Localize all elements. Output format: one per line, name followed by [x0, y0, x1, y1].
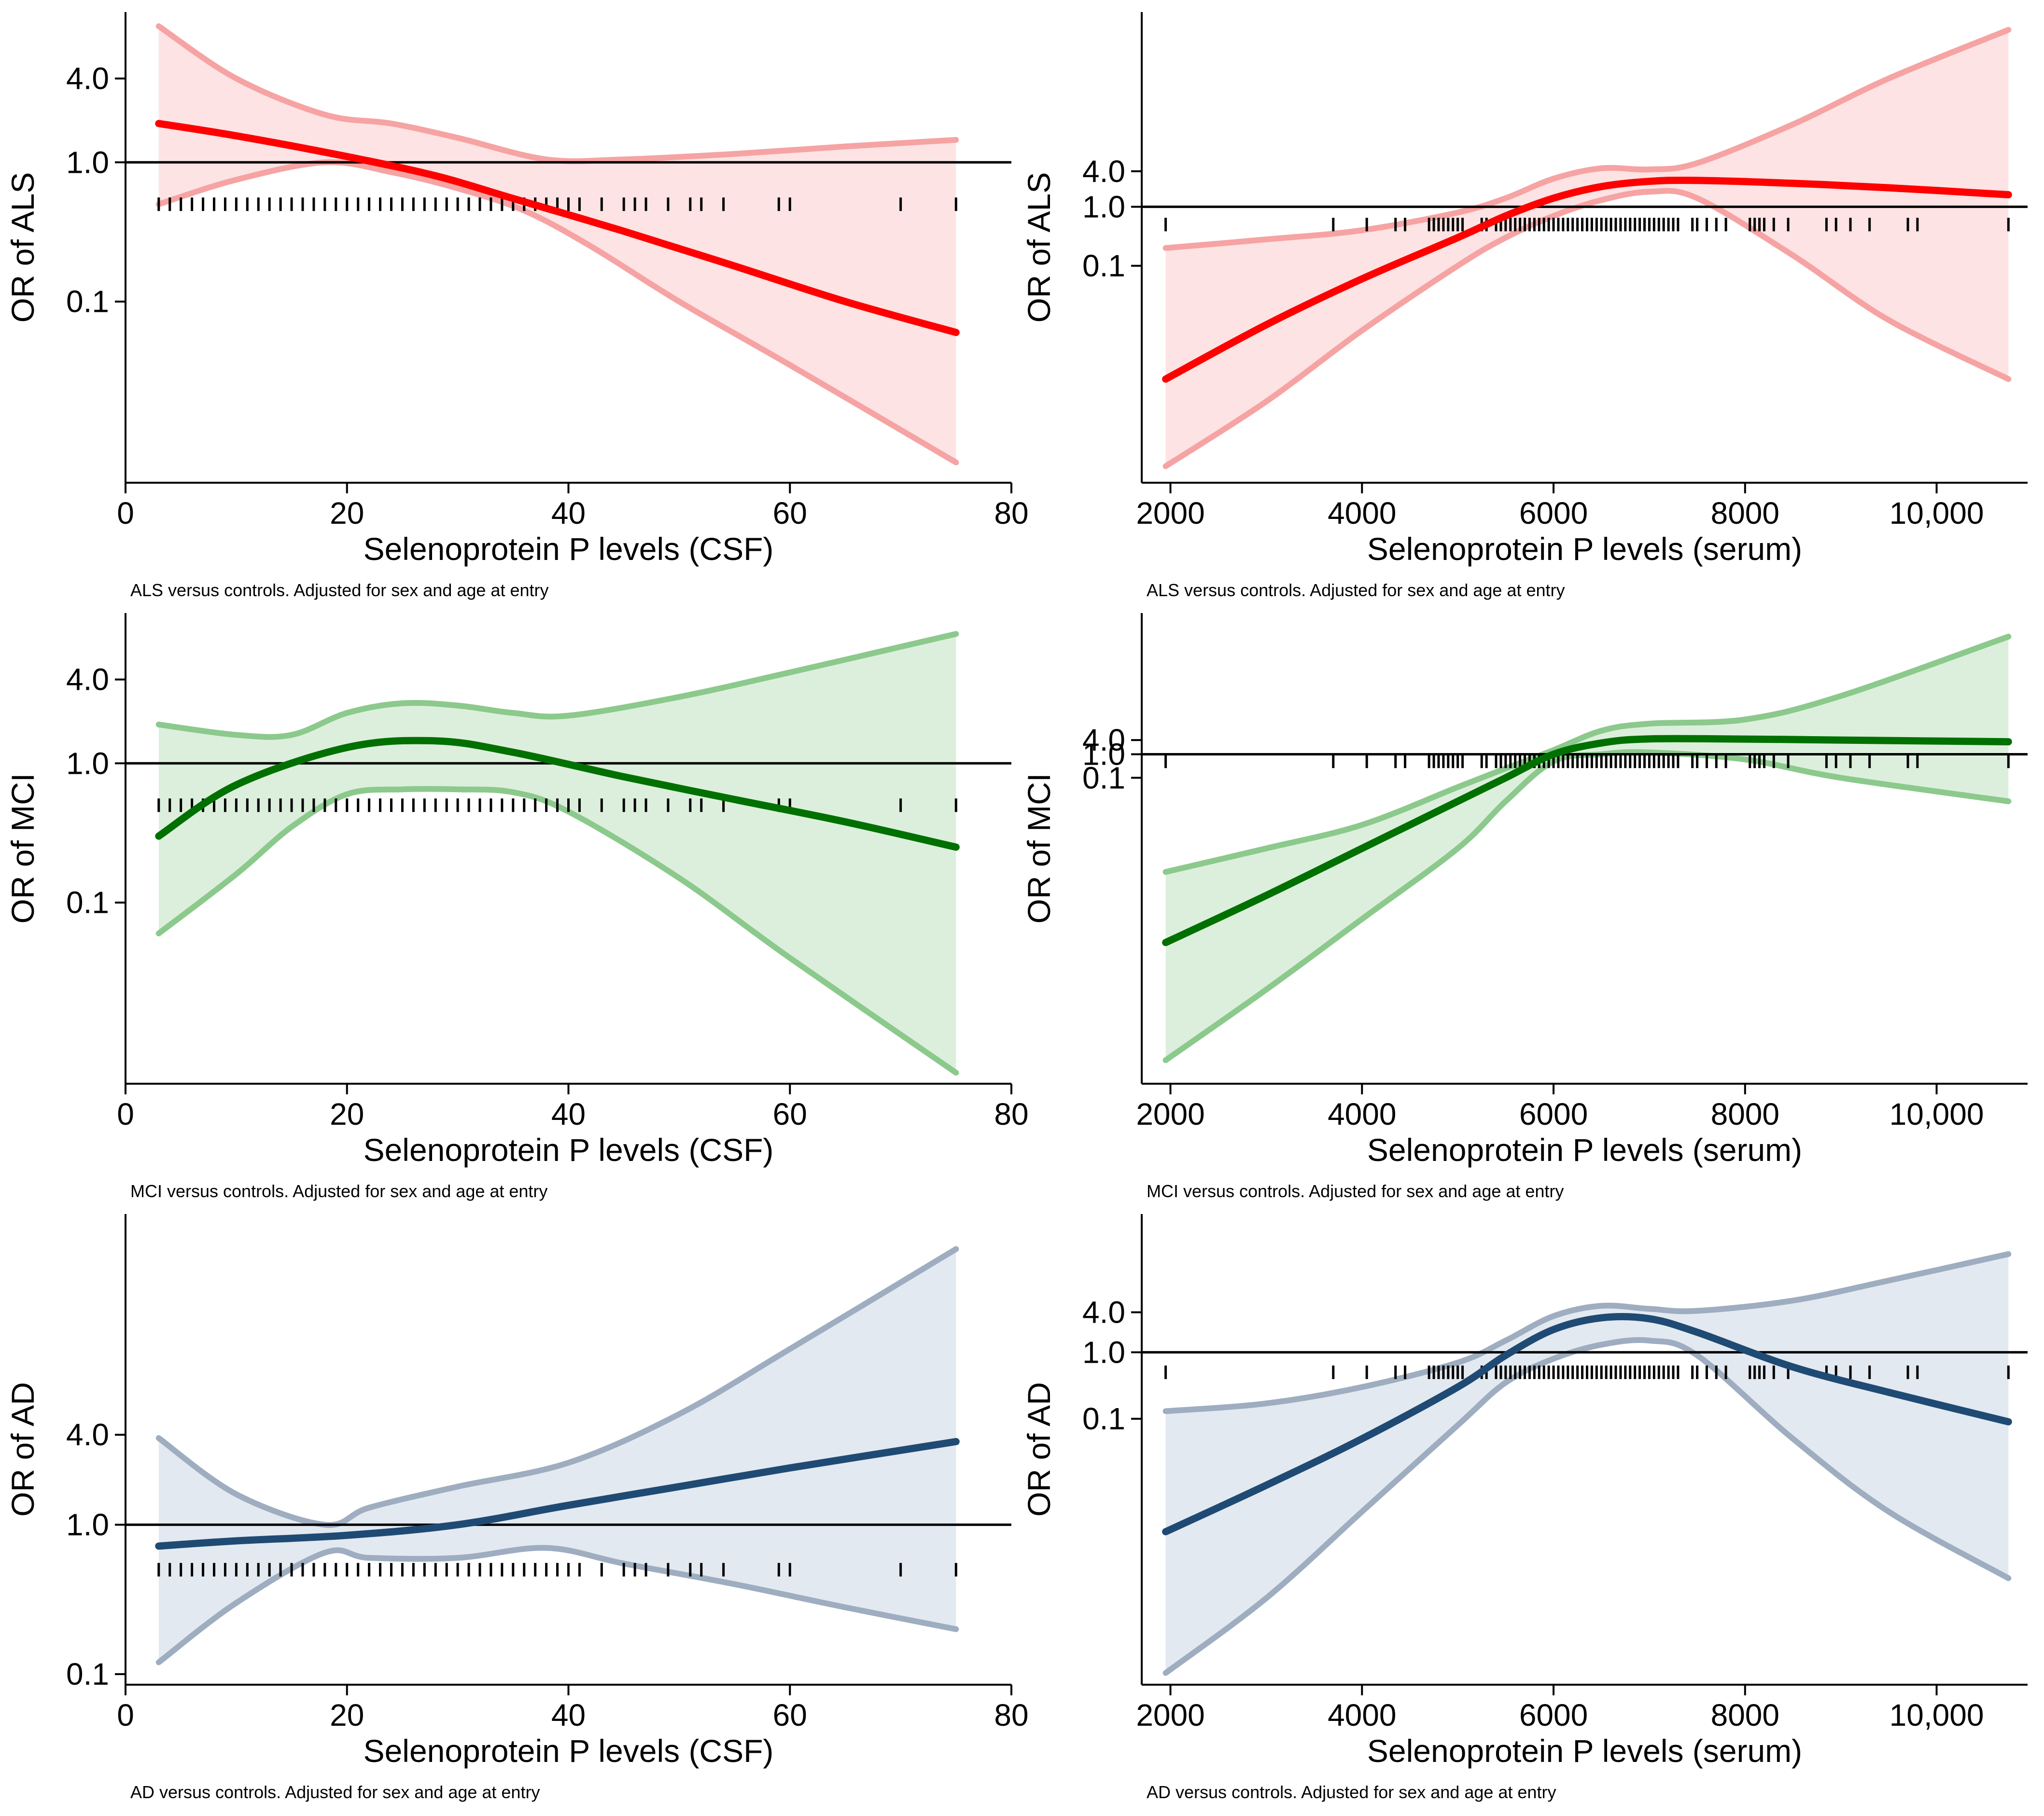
top-right-y-tick-label: 4.0	[1082, 154, 1125, 189]
bottom-left-rug	[157, 1563, 957, 1577]
middle-left-y-tick-label: 4.0	[66, 662, 109, 697]
top-right-y-axis-title: OR of ALS	[1021, 172, 1057, 323]
middle-left-y-tick-label: 1.0	[66, 746, 109, 781]
middle-left-lower-ci-line	[155, 786, 959, 1076]
top-left-y-tick-label: 4.0	[66, 61, 109, 96]
top-left-x-tick-label: 0	[117, 496, 134, 531]
bottom-left-upper-ci-line	[155, 1246, 959, 1528]
bottom-left-y-tick-label: 1.0	[66, 1508, 109, 1542]
top-left-y-tick-label: 1.0	[66, 145, 109, 180]
bottom-left-note: AD versus controls. Adjusted for sex and…	[130, 1782, 540, 1802]
top-left-ci-band	[158, 26, 956, 462]
middle-left-x-tick-label: 0	[117, 1097, 134, 1132]
top-left-x-tick-label: 60	[773, 496, 807, 531]
bottom-left-y-tick-label: 4.0	[66, 1417, 109, 1452]
bottom-left-x-tick-label: 40	[551, 1698, 586, 1732]
top-left-y-axis-title: OR of ALS	[5, 172, 41, 323]
bottom-right-upper-ci-line	[1162, 1251, 2012, 1414]
bottom-left-panel: 4.0 1.0 0.10 20 40 60 80 Selenoprotein P levels…	[5, 1214, 1029, 1802]
bottom-right-x-tick-label: 10,000	[1890, 1698, 1984, 1732]
middle-right-x-tick-label: 10,000	[1890, 1097, 1984, 1132]
bottom-left-x-tick-label: 0	[117, 1698, 134, 1732]
middle-right-note: MCI versus controls. Adjusted for sex an…	[1147, 1181, 1564, 1201]
top-right-x-axis-title: Selenoprotein P levels (serum)	[1367, 531, 1802, 567]
bottom-left-ci-band	[158, 1249, 956, 1662]
top-right-ci-band	[1165, 29, 2009, 466]
middle-left-x-tick-label: 20	[330, 1097, 364, 1132]
middle-right-y-tick-label: 1.0	[1082, 737, 1125, 772]
middle-left-x-axis-title: Selenoprotein P levels (CSF)	[364, 1132, 774, 1168]
bottom-right-note: AD versus controls. Adjusted for sex and…	[1147, 1782, 1556, 1802]
bottom-right-x-axis-title: Selenoprotein P levels (serum)	[1367, 1733, 1802, 1769]
top-left-y-tick-label: 0.1	[66, 284, 109, 319]
bottom-right-x-tick-label: 4000	[1328, 1698, 1396, 1732]
top-left-panel: 4.0 1.0 0.1 0 20 40 60 80 Selenoprotein P levels…	[5, 12, 1029, 600]
middle-right-y-tick-label: 0.1	[1082, 760, 1125, 795]
top-left-rug	[157, 197, 957, 211]
bottom-left-x-tick-label: 80	[994, 1698, 1028, 1732]
top-left-x-tick-label: 20	[330, 496, 364, 531]
bottom-right-ci-band	[1165, 1254, 2009, 1673]
top-left-x-axis-title: Selenoprotein P levels (CSF)	[364, 531, 774, 567]
top-right-x-tick-label: 10,000	[1890, 496, 1984, 531]
bottom-left-x-axis-title: Selenoprotein P levels (CSF)	[364, 1733, 774, 1769]
bottom-right-panel: 4.0 1.0 0.1 2000 4000 6000 8000 10,000 Selenopro…	[1021, 1214, 2028, 1802]
top-right-panel: 4.01.0 0.1 2000 4000 6000 8000 10,000 Selenopro…	[1021, 12, 2028, 600]
top-right-note: ALS versus controls. Adjusted for sex an…	[1147, 580, 1565, 600]
top-left-note: ALS versus controls. Adjusted for sex an…	[130, 580, 548, 600]
bottom-left-lower-ci-line	[155, 1545, 959, 1665]
bottom-right-x-tick-label: 8000	[1711, 1698, 1779, 1732]
middle-right-panel: 4.01.00.1 2000 4000 6000 8000 10,000 Selenopro…	[1021, 613, 2028, 1201]
middle-right-x-tick-label: 4000	[1328, 1097, 1396, 1132]
middle-left-x-tick-label: 60	[773, 1097, 807, 1132]
middle-right-upper-ci-line	[1162, 633, 2012, 875]
top-right-y-tick-label: 0.1	[1082, 249, 1125, 283]
bottom-left-x-tick-label: 20	[330, 1698, 364, 1732]
top-right-x-tick-label: 8000	[1711, 496, 1779, 531]
bottom-left-y-tick-label: 0.1	[66, 1657, 109, 1691]
middle-left-rug	[157, 798, 957, 812]
top-left-x-tick-label: 40	[551, 496, 586, 531]
bottom-right-y-tick-label: 4.0	[1082, 1295, 1125, 1329]
middle-right-x-axis-title: Selenoprotein P levels (serum)	[1367, 1132, 1802, 1168]
middle-right-x-tick-label: 6000	[1519, 1097, 1588, 1132]
top-right-x-tick-label: 4000	[1328, 496, 1396, 531]
middle-left-y-axis-title: OR of MCI	[5, 773, 41, 924]
top-right-x-tick-label: 2000	[1136, 496, 1204, 531]
middle-right-x-tick-label: 2000	[1136, 1097, 1204, 1132]
bottom-right-y-axis-title: OR of AD	[1021, 1382, 1057, 1517]
middle-left-panel: 4.0 1.0 0.1 0 20 40 60 80 Selenoprotein P levels…	[5, 613, 1029, 1201]
top-right-y-tick-label: 1.0	[1082, 189, 1125, 224]
bottom-left-x-tick-label: 60	[773, 1698, 807, 1732]
bottom-right-x-tick-label: 2000	[1136, 1698, 1204, 1732]
top-right-x-tick-label: 6000	[1519, 496, 1588, 531]
bottom-right-x-tick-label: 6000	[1519, 1698, 1588, 1732]
middle-left-note: MCI versus controls. Adjusted for sex an…	[130, 1181, 547, 1201]
middle-left-upper-ci-line	[155, 631, 959, 740]
bottom-right-y-tick-label: 0.1	[1082, 1401, 1125, 1436]
bottom-right-y-tick-label: 1.0	[1082, 1335, 1125, 1369]
middle-right-y-tick-label: 4.0	[1082, 723, 1125, 757]
middle-left-x-tick-label: 40	[551, 1097, 586, 1132]
bottom-right-estimate-line	[1162, 1313, 2012, 1536]
bottom-left-estimate-line	[155, 1438, 960, 1550]
middle-left-x-tick-label: 80	[994, 1097, 1028, 1132]
middle-right-x-tick-label: 8000	[1711, 1097, 1779, 1132]
top-left-estimate-line	[155, 120, 960, 336]
middle-left-y-tick-label: 0.1	[66, 885, 109, 920]
bottom-left-y-axis-title: OR of AD	[5, 1382, 41, 1517]
top-right-estimate-line	[1162, 176, 2012, 383]
middle-right-estimate-line	[1162, 735, 2012, 946]
top-left-upper-ci-line	[155, 23, 959, 164]
top-right-upper-ci-line	[1162, 27, 2012, 251]
top-left-x-tick-label: 80	[994, 496, 1028, 531]
middle-right-rug	[1164, 754, 2010, 768]
middle-left-estimate-line	[155, 737, 960, 851]
middle-right-y-axis-title: OR of MCI	[1021, 773, 1057, 924]
